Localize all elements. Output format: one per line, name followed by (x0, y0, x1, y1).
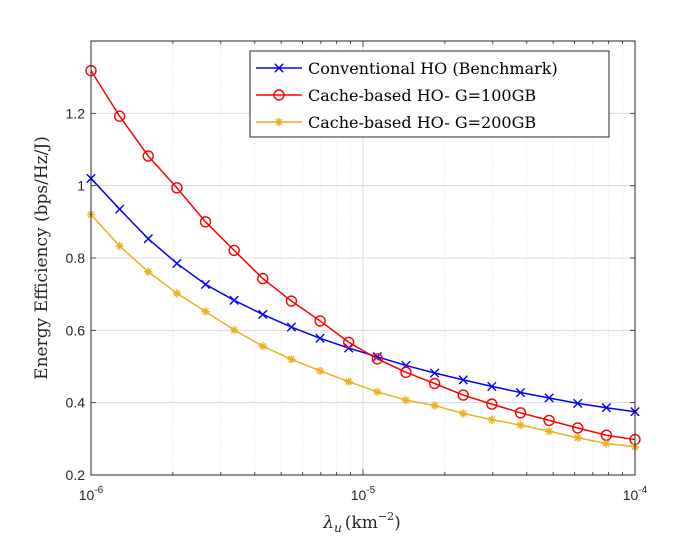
legend-entry-2: Cache-based HO- G=100GB (256, 86, 536, 105)
data-point (257, 272, 269, 285)
data-point (258, 309, 268, 320)
data-point (543, 414, 555, 427)
data-point (343, 343, 354, 353)
data-point (285, 295, 298, 307)
data-point (487, 381, 497, 392)
data-point (228, 244, 240, 257)
series-line (90, 214, 636, 448)
data-point (315, 366, 325, 376)
data-point (371, 353, 384, 365)
data-point (342, 336, 355, 348)
data-point (315, 333, 325, 343)
legend: Conventional HO (Benchmark) Cache-based H… (249, 50, 610, 138)
data-point (287, 355, 296, 364)
data-point (602, 439, 611, 448)
ticks-layer: 0.2 0.4 0.6 0.8 1 1.2 10-6 10-5 10-4 (66, 41, 648, 503)
data-point (200, 279, 211, 290)
y-tick-label: 0.8 (66, 250, 86, 266)
data-point (400, 366, 412, 378)
legend-box (249, 50, 610, 138)
y-tick-label: 0.2 (66, 467, 86, 483)
data-point (601, 403, 612, 413)
data-point (544, 393, 554, 403)
data-point (172, 289, 182, 298)
data-point (573, 398, 583, 409)
data-point (458, 375, 468, 385)
legend-marker (274, 63, 284, 73)
data-point (172, 258, 182, 269)
data-point (573, 433, 582, 442)
data-point (171, 182, 183, 194)
x-tick-label: 10-4 (623, 485, 648, 503)
data-point (457, 389, 469, 401)
data-point (314, 315, 326, 327)
data-point (199, 216, 212, 228)
data-point (430, 401, 439, 410)
y-tick-label: 0.4 (66, 395, 86, 411)
series-3 (86, 210, 640, 451)
legend-marker (274, 117, 284, 127)
data-point (229, 295, 239, 306)
data-point (258, 342, 267, 351)
data-point (486, 398, 498, 410)
data-point (516, 420, 525, 430)
data-point (487, 415, 497, 424)
data-point (459, 409, 468, 418)
grid-lines (91, 41, 635, 475)
data-point (515, 387, 526, 398)
data-point (143, 234, 153, 244)
y-tick-label: 1.2 (66, 105, 86, 121)
data-point (544, 427, 554, 436)
legend-label: Conventional HO (Benchmark) (308, 59, 558, 78)
data-point (201, 307, 210, 316)
data-point (572, 422, 584, 434)
data-point (229, 325, 239, 335)
data-point (144, 267, 153, 276)
data-point (142, 150, 154, 162)
y-tick-label: 0.6 (66, 322, 86, 338)
legend-label: Cache-based HO- G=100GB (308, 86, 536, 105)
data-point (113, 110, 126, 122)
y-axis-label: Energy Efficiency (bps/Hz/J) (32, 136, 52, 380)
legend-entry-1: Conventional HO (Benchmark) (256, 59, 558, 78)
data-point (115, 241, 124, 251)
data-point (428, 377, 441, 390)
legend-label: Cache-based HO- G=200GB (308, 113, 536, 132)
x-tick-label: 10-6 (79, 485, 104, 503)
plot-frame (90, 40, 636, 476)
series-2 (85, 64, 641, 446)
legend-entry-3: Cache-based HO- G=200GB (256, 113, 536, 132)
legend-marker (273, 89, 285, 101)
x-tick-label: 10-5 (351, 485, 376, 503)
data-point (373, 387, 382, 397)
y-tick-label: 1 (77, 178, 85, 194)
data-point (286, 322, 297, 332)
data-point (344, 377, 353, 386)
series-layer (85, 64, 641, 451)
series-line (90, 177, 636, 413)
data-point (429, 368, 440, 378)
data-point (114, 204, 125, 214)
x-axis-label: λu (km−2) (322, 510, 400, 535)
data-point (514, 407, 527, 419)
data-point (401, 395, 411, 405)
